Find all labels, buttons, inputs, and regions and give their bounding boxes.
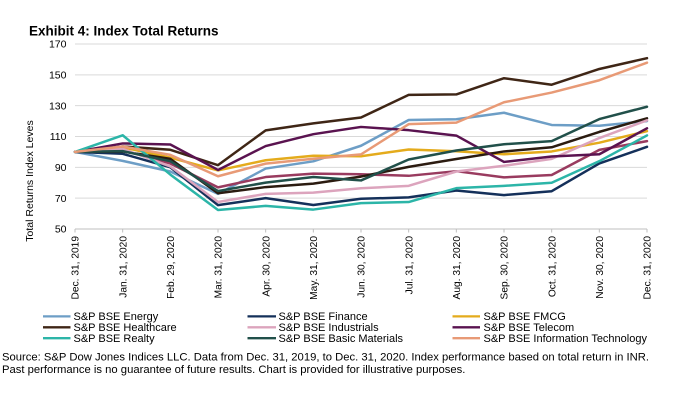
svg-text:Apr. 30, 2020: Apr. 30, 2020 (261, 236, 272, 297)
svg-text:S&P BSE Finance: S&P BSE Finance (279, 311, 368, 323)
svg-text:S&P BSE Information Technology: S&P BSE Information Technology (484, 333, 648, 345)
svg-text:S&P BSE Telecom: S&P BSE Telecom (484, 322, 575, 334)
svg-text:Jan. 31, 2020: Jan. 31, 2020 (118, 236, 129, 298)
svg-text:S&P BSE Industrials: S&P BSE Industrials (279, 322, 380, 334)
svg-text:170: 170 (49, 39, 67, 51)
svg-text:Dec. 31, 2019: Dec. 31, 2019 (71, 236, 82, 300)
svg-text:Oct. 31, 2020: Oct. 31, 2020 (547, 236, 558, 297)
svg-text:Past performance is no guarant: Past performance is no guarantee of futu… (2, 364, 465, 376)
svg-text:50: 50 (55, 224, 67, 236)
svg-text:150: 150 (49, 69, 67, 81)
svg-text:Aug. 31, 2020: Aug. 31, 2020 (452, 236, 463, 300)
svg-text:90: 90 (55, 162, 67, 174)
svg-text:S&P BSE Basic Materials: S&P BSE Basic Materials (279, 333, 404, 345)
svg-text:Nov. 30, 2020: Nov. 30, 2020 (595, 236, 606, 299)
svg-text:Total Returns Index Leves: Total Returns Index Leves (24, 120, 36, 241)
svg-text:130: 130 (49, 100, 67, 112)
svg-text:Feb. 29, 2020: Feb. 29, 2020 (166, 236, 177, 299)
svg-text:Jul. 31, 2020: Jul. 31, 2020 (404, 236, 415, 295)
svg-text:Source: S&P Dow Jones Indices: Source: S&P Dow Jones Indices LLC. Data … (2, 352, 649, 364)
svg-text:S&P BSE Energy: S&P BSE Energy (74, 311, 159, 323)
svg-text:Mar. 31, 2020: Mar. 31, 2020 (214, 236, 225, 299)
svg-text:Exhibit 4: Index Total Returns: Exhibit 4: Index Total Returns (29, 24, 219, 39)
svg-text:S&P BSE FMCG: S&P BSE FMCG (484, 311, 566, 323)
svg-text:S&P BSE Realty: S&P BSE Realty (74, 333, 156, 345)
svg-text:70: 70 (55, 193, 67, 205)
svg-text:S&P BSE Healthcare: S&P BSE Healthcare (74, 322, 177, 334)
svg-text:110: 110 (50, 131, 67, 143)
svg-text:Sep. 30, 2020: Sep. 30, 2020 (500, 236, 511, 300)
svg-text:Dec. 31, 2020: Dec. 31, 2020 (643, 236, 654, 300)
svg-text:Jun. 30, 2020: Jun. 30, 2020 (357, 236, 368, 298)
svg-text:May. 31, 2020: May. 31, 2020 (309, 236, 320, 300)
